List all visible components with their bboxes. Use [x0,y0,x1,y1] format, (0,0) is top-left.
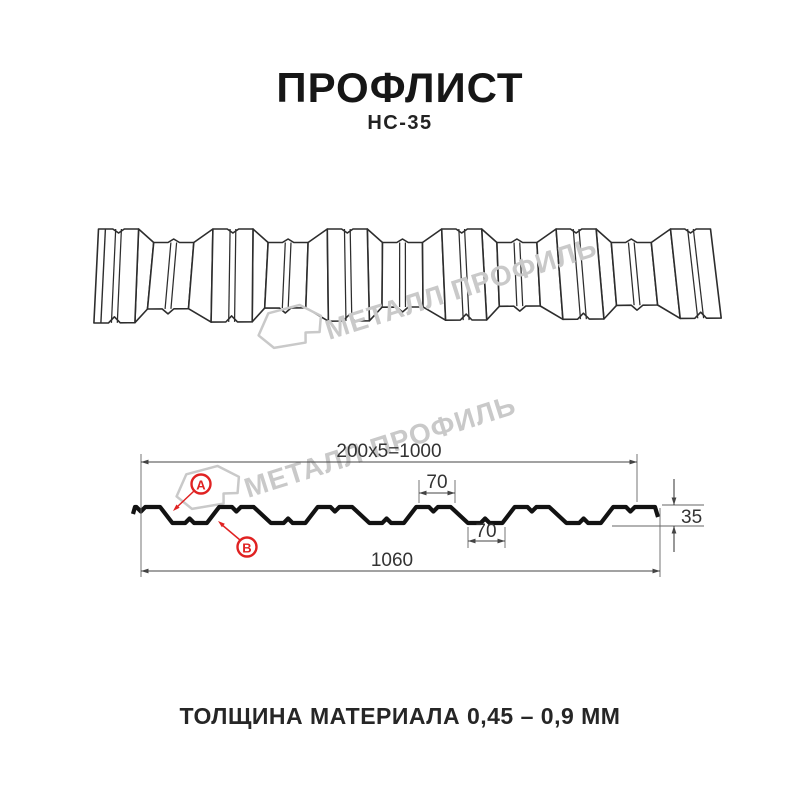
dim-label-trough-width: 70 [475,521,496,542]
thickness-note: ТОЛЩИНА МАТЕРИАЛА 0,45 – 0,9 ММ [179,703,621,729]
page-subtitle: НС-35 [367,112,433,134]
metal-profil-logo-icon [175,464,241,511]
dim-label-useful-width: 200x5=1000 [336,441,441,462]
page-title: ПРОФЛИСТ [276,64,524,111]
metal-profil-logo-icon [257,303,323,350]
callout-b-label: В [242,541,251,556]
dim-label-height: 35 [681,507,702,528]
sheet-3d-view [93,228,723,324]
dimension-lines [140,454,704,577]
callout-a-label: А [196,478,206,493]
dim-label-crest-width: 70 [426,472,447,493]
cross-section-profile [130,504,661,526]
dim-label-total-width: 1060 [371,550,413,571]
callout-annotations [173,473,258,558]
